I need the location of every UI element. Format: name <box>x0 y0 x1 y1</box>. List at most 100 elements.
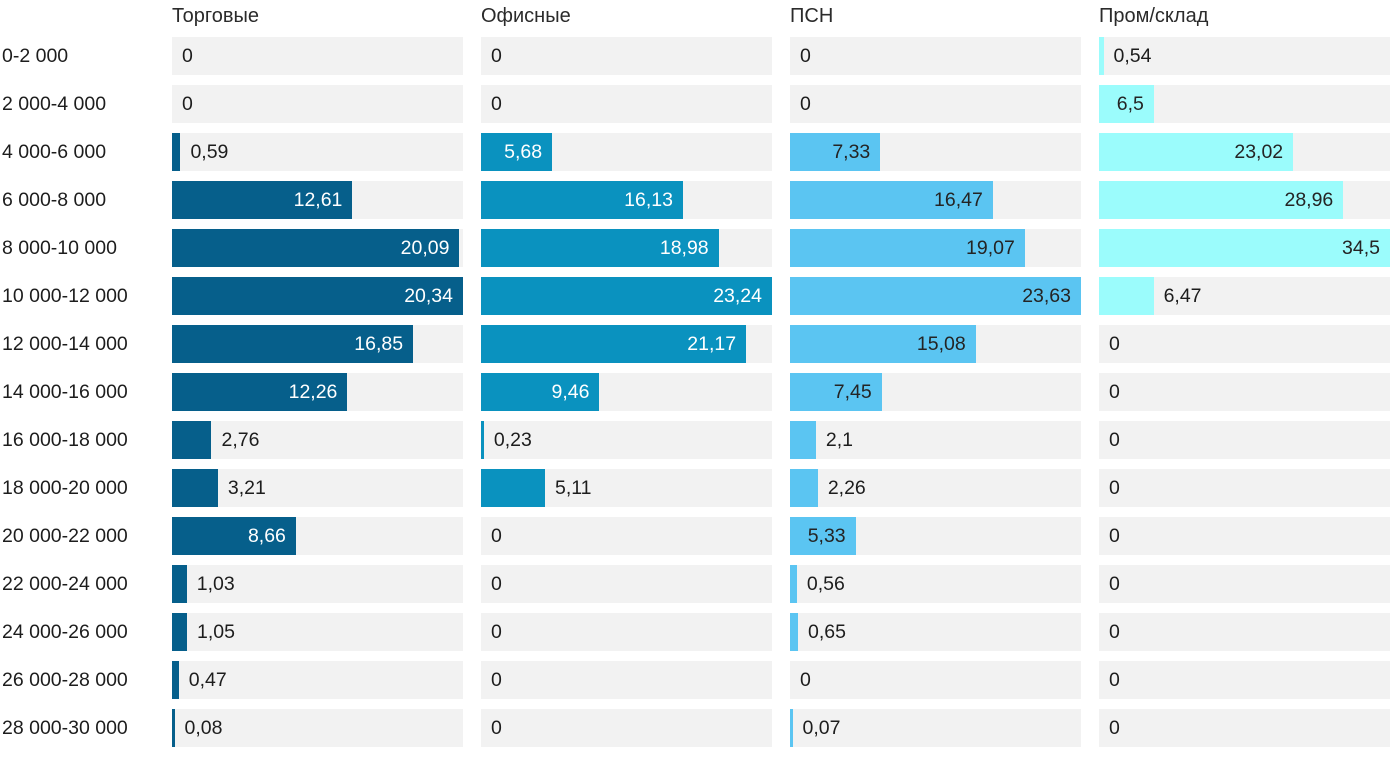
bar-track: 23,02 <box>1099 133 1390 171</box>
bar-track: 8,66 <box>172 517 463 555</box>
bar <box>481 325 747 363</box>
bar <box>481 469 545 507</box>
value-label: 0 <box>491 669 502 691</box>
row-label: 8 000-10 000 <box>2 237 117 259</box>
value-label: 0,54 <box>1113 45 1152 67</box>
value-label: 0,08 <box>184 717 223 739</box>
bar-track: 0 <box>172 37 463 75</box>
value-label: 19,07 <box>966 237 1015 259</box>
value-label: 12,26 <box>288 381 338 403</box>
bar-track: 0 <box>172 85 463 123</box>
bar-track: 0 <box>790 85 1081 123</box>
value-label: 23,24 <box>713 285 762 307</box>
row-label: 28 000-30 000 <box>2 717 128 739</box>
bar <box>481 373 600 411</box>
bar-track: 0,59 <box>172 133 463 171</box>
bar-track: 0 <box>1099 565 1390 603</box>
bar-track: 0 <box>790 661 1081 699</box>
row-label: 14 000-16 000 <box>2 381 128 403</box>
bar-track: 0 <box>1099 709 1390 747</box>
bar-track: 0 <box>1099 325 1390 363</box>
bar-track: 23,63 <box>790 277 1081 315</box>
bar <box>790 229 1025 267</box>
value-label: 1,05 <box>197 621 235 643</box>
value-label: 8,66 <box>247 525 286 547</box>
value-label: 0 <box>491 573 502 595</box>
bar <box>481 133 553 171</box>
row-label: 0-2 000 <box>2 45 69 67</box>
bar <box>790 133 881 171</box>
bar-track: 28,96 <box>1099 181 1390 219</box>
bar <box>1099 277 1154 315</box>
bar-track: 0 <box>1099 421 1390 459</box>
value-label: 7,45 <box>833 381 872 403</box>
bar <box>1099 37 1104 75</box>
bar-track: 1,03 <box>172 565 463 603</box>
value-label: 21,17 <box>687 333 737 355</box>
value-label: 2,1 <box>825 429 853 451</box>
bar <box>790 181 993 219</box>
bar <box>790 517 856 555</box>
value-label: 16,13 <box>624 189 673 211</box>
value-label: 20,09 <box>400 237 450 259</box>
bar-track: 0 <box>481 37 772 75</box>
value-label: 5,68 <box>504 141 543 163</box>
bar <box>790 469 818 507</box>
bar <box>481 229 719 267</box>
bar-track: 2,76 <box>172 421 463 459</box>
value-label: 0 <box>491 717 502 739</box>
bar <box>172 325 414 363</box>
bar-track: 6,5 <box>1099 85 1390 123</box>
value-label: 0 <box>1109 429 1120 451</box>
bar <box>481 277 772 315</box>
bar <box>172 181 353 219</box>
value-label: 0 <box>182 93 193 115</box>
bar-track: 0 <box>1099 517 1390 555</box>
value-label: 0 <box>800 45 811 67</box>
row-label: 4 000-6 000 <box>2 141 107 163</box>
bar-track: 0,08 <box>172 709 463 747</box>
bar-track: 16,47 <box>790 181 1081 219</box>
bar <box>172 229 460 267</box>
value-label: 2,26 <box>827 477 866 499</box>
row-label: 10 000-12 000 <box>2 285 128 307</box>
value-label: 0,07 <box>802 717 841 739</box>
value-label: 0 <box>1109 621 1120 643</box>
bar <box>1099 85 1154 123</box>
value-label: 3,21 <box>227 477 266 499</box>
value-label: 0 <box>1109 525 1120 547</box>
value-label: 0 <box>1109 573 1120 595</box>
value-label: 5,33 <box>807 525 846 547</box>
bar-track: 0 <box>1099 373 1390 411</box>
value-label: 0,65 <box>808 621 846 643</box>
value-label: 15,08 <box>916 333 966 355</box>
row-label: 6 000-8 000 <box>2 189 107 211</box>
bar-track: 0,56 <box>790 565 1081 603</box>
bar-track: 12,61 <box>172 181 463 219</box>
bar <box>172 277 463 315</box>
value-label: 20,34 <box>404 285 453 307</box>
bar <box>790 709 793 747</box>
bar <box>790 373 882 411</box>
row-label: 12 000-14 000 <box>2 333 128 355</box>
bar <box>1099 133 1294 171</box>
bar <box>172 565 187 603</box>
value-label: 0 <box>491 621 502 643</box>
value-label: 0 <box>491 525 502 547</box>
bar-track: 6,47 <box>1099 277 1390 315</box>
bar-track: 23,24 <box>481 277 772 315</box>
value-label: 0 <box>800 669 811 691</box>
bar-track: 7,45 <box>790 373 1081 411</box>
bar-track: 5,33 <box>790 517 1081 555</box>
bar <box>790 613 798 651</box>
bar-track: 0 <box>481 613 772 651</box>
bar-track: 21,17 <box>481 325 772 363</box>
bar-track: 20,09 <box>172 229 463 267</box>
row-label: 24 000-26 000 <box>2 621 128 643</box>
value-label: 0 <box>491 45 502 67</box>
row-label: 2 000-4 000 <box>2 93 107 115</box>
row-label: 18 000-20 000 <box>2 477 128 499</box>
bar-track: 20,34 <box>172 277 463 315</box>
value-label: 0 <box>800 93 811 115</box>
bar <box>172 661 179 699</box>
